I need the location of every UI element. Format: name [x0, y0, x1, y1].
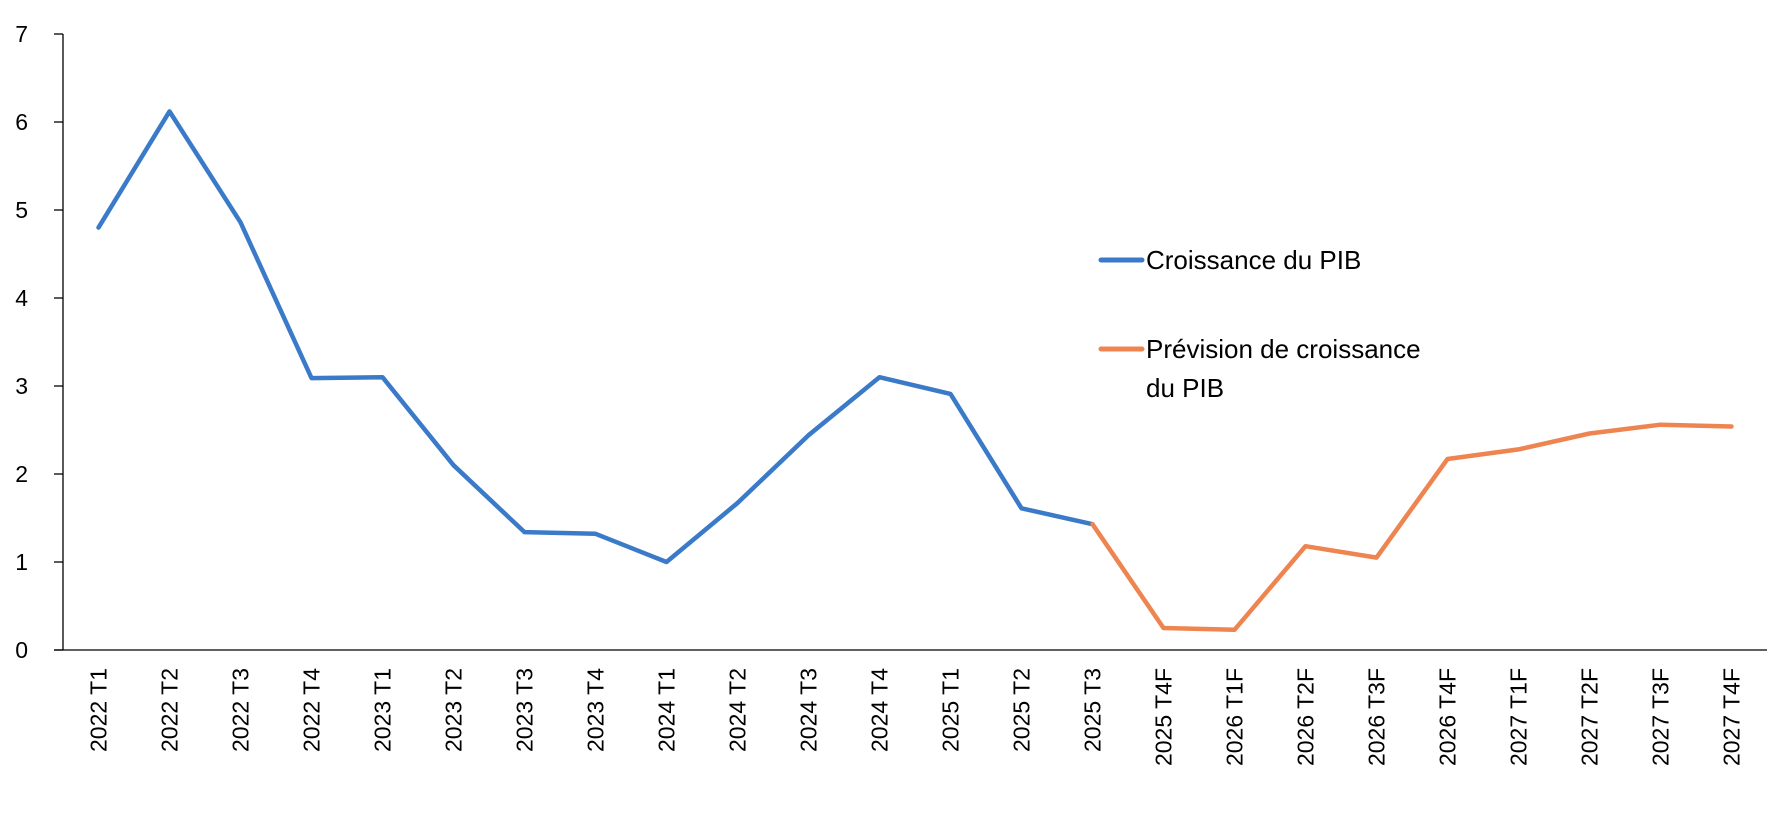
- x-tick-label: 2024 T1: [654, 668, 680, 752]
- x-tick-label: 2026 T1F: [1222, 668, 1248, 766]
- x-tick-label: 2027 T4F: [1719, 668, 1745, 766]
- x-tick-label: 2024 T2: [725, 668, 751, 752]
- y-tick-label: 3: [15, 373, 28, 399]
- y-tick-label: 2: [15, 461, 28, 487]
- x-tick-label: 2022 T3: [228, 668, 254, 752]
- x-tick-label: 2022 T1: [86, 668, 112, 752]
- x-tick-label: 2023 T3: [512, 668, 538, 752]
- legend-label-gdp-forecast-line2: du PIB: [1146, 373, 1224, 403]
- y-tick-label: 0: [15, 637, 28, 663]
- x-tick-label: 2023 T1: [370, 668, 396, 752]
- x-tick-label: 2022 T4: [299, 668, 325, 752]
- series-line-gdp-growth: [96, 109, 1095, 565]
- series-line-gdp-forecast: [1090, 422, 1734, 633]
- x-tick-label: 2026 T3F: [1364, 668, 1390, 766]
- x-tick-label: 2023 T4: [583, 668, 609, 752]
- series-lines: [96, 109, 1734, 633]
- x-tick-label: 2024 T3: [796, 668, 822, 752]
- x-tick-label: 2022 T2: [157, 668, 183, 752]
- x-tick-label: 2023 T2: [441, 668, 467, 752]
- x-tick-label: 2027 T3F: [1648, 668, 1674, 766]
- y-tick-label: 1: [15, 549, 28, 575]
- axes: 0 1 2 3 4 5 6 7 2022 T1 2022 T2 2022 T3 2022 T4 2023…: [15, 21, 1767, 766]
- x-tick-label: 2026 T2F: [1293, 668, 1319, 766]
- x-tick-label: 2027 T1F: [1506, 668, 1532, 766]
- y-tick-label: 4: [15, 285, 28, 311]
- y-tick-label: 7: [15, 21, 28, 47]
- legend: Croissance du PIB Prévision de croissanc…: [1098, 245, 1421, 403]
- x-tick-label: 2026 T4F: [1435, 668, 1461, 766]
- x-tick-label: 2025 T4F: [1151, 668, 1177, 766]
- x-tick-label: 2025 T2: [1009, 668, 1035, 752]
- x-tick-label: 2025 T1: [938, 668, 964, 752]
- x-tick-label: 2024 T4: [867, 668, 893, 752]
- legend-label-gdp-forecast-line1: Prévision de croissance: [1146, 334, 1421, 364]
- y-tick-label: 5: [15, 197, 28, 223]
- x-tick-label: 2025 T3: [1080, 668, 1106, 752]
- legend-label-gdp-growth: Croissance du PIB: [1146, 245, 1361, 275]
- y-tick-label: 6: [15, 109, 28, 135]
- x-tick-label: 2027 T2F: [1577, 668, 1603, 766]
